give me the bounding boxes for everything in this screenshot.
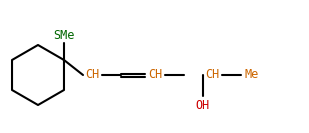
Text: CH: CH <box>205 68 219 82</box>
Text: OH: OH <box>196 99 210 112</box>
Text: CH: CH <box>148 68 162 82</box>
Text: CH: CH <box>85 68 99 82</box>
Text: Me: Me <box>245 68 259 82</box>
Text: SMe: SMe <box>53 29 75 42</box>
